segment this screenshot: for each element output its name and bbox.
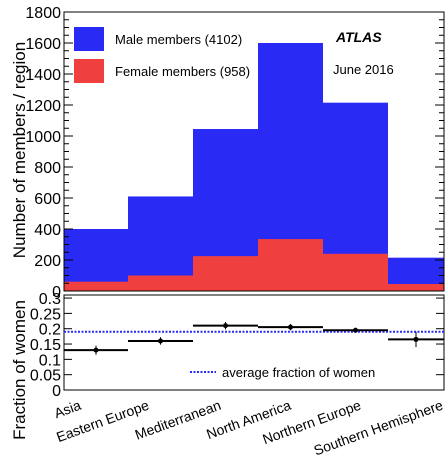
- bottom-y-tick-label: 0.25: [30, 306, 61, 323]
- bottom-y-tick-label: 0: [52, 383, 61, 400]
- fraction-point-southern-hemisphere: [413, 336, 419, 342]
- top-bars: [64, 43, 444, 291]
- fraction-point-mediterranean: [223, 323, 228, 329]
- top-y-tick-label: 1000: [25, 129, 61, 146]
- female-bar-asia: [64, 281, 128, 291]
- top-y-tick-label: 400: [34, 222, 61, 239]
- top-y-tick-label: 200: [34, 253, 61, 270]
- bottom-y-tick-label: 0.3: [39, 291, 61, 308]
- legend-label-male: Male members (4102): [115, 32, 242, 47]
- male-bar-asia: [64, 229, 128, 291]
- top-y-tick-label: 0: [52, 284, 61, 301]
- top-y-ticks: 0 200 400 600 800 1000 1200 1400 1600 1800: [25, 5, 444, 301]
- bottom-y-tick-label: 0.05: [30, 368, 61, 385]
- bottom-y-tick-label: 0.2: [39, 322, 61, 339]
- legend-swatch-female: [74, 59, 104, 83]
- date-label: June 2016: [333, 62, 394, 77]
- category-label-asia: Asia: [52, 397, 83, 421]
- reference-legend-label: average fraction of women: [222, 365, 375, 380]
- top-y-tick-label: 1200: [25, 98, 61, 115]
- female-bar-eastern-europe: [128, 275, 193, 291]
- atlas-label: ATLAS: [335, 29, 382, 45]
- female-bar-north-america: [258, 239, 323, 291]
- bottom-y-axis-label: Fraction of women: [10, 300, 29, 440]
- top-y-tick-label: 800: [34, 160, 61, 177]
- female-bar-northern-europe: [323, 253, 388, 291]
- bottom-points: [64, 321, 444, 355]
- male-bar-eastern-europe: [128, 196, 193, 291]
- legend: Male members (4102) Female members (958): [74, 27, 250, 83]
- bottom-plot-frame: [63, 294, 445, 391]
- top-y-tick-label: 1400: [25, 67, 61, 84]
- fraction-point-north-america: [288, 324, 293, 330]
- top-y-tick-label: 600: [34, 191, 61, 208]
- fraction-point-eastern-europe: [158, 338, 163, 344]
- bottom-y-tick-label: 0.1: [39, 352, 61, 369]
- fraction-point-northern-europe: [353, 327, 358, 333]
- female-bar-mediterranean: [193, 256, 258, 291]
- top-panel: Number of members / region 0 200 400 600 800…: [10, 5, 445, 301]
- legend-swatch-male: [74, 27, 104, 51]
- top-y-tick-label: 1800: [25, 5, 61, 22]
- bottom-y-ticks: 00.050.10.150.20.250.3: [30, 291, 444, 400]
- legend-label-female: Female members (958): [115, 64, 250, 79]
- top-y-axis-label: Number of members / region: [10, 42, 29, 258]
- female-bar-southern-hemisphere: [388, 284, 444, 291]
- fraction-point-asia: [93, 347, 99, 353]
- bottom-panel: Fraction of women 00.050.10.150.20.250.3…: [10, 291, 445, 457]
- bottom-y-tick-label: 0.15: [30, 337, 61, 354]
- top-y-tick-label: 1600: [25, 36, 61, 53]
